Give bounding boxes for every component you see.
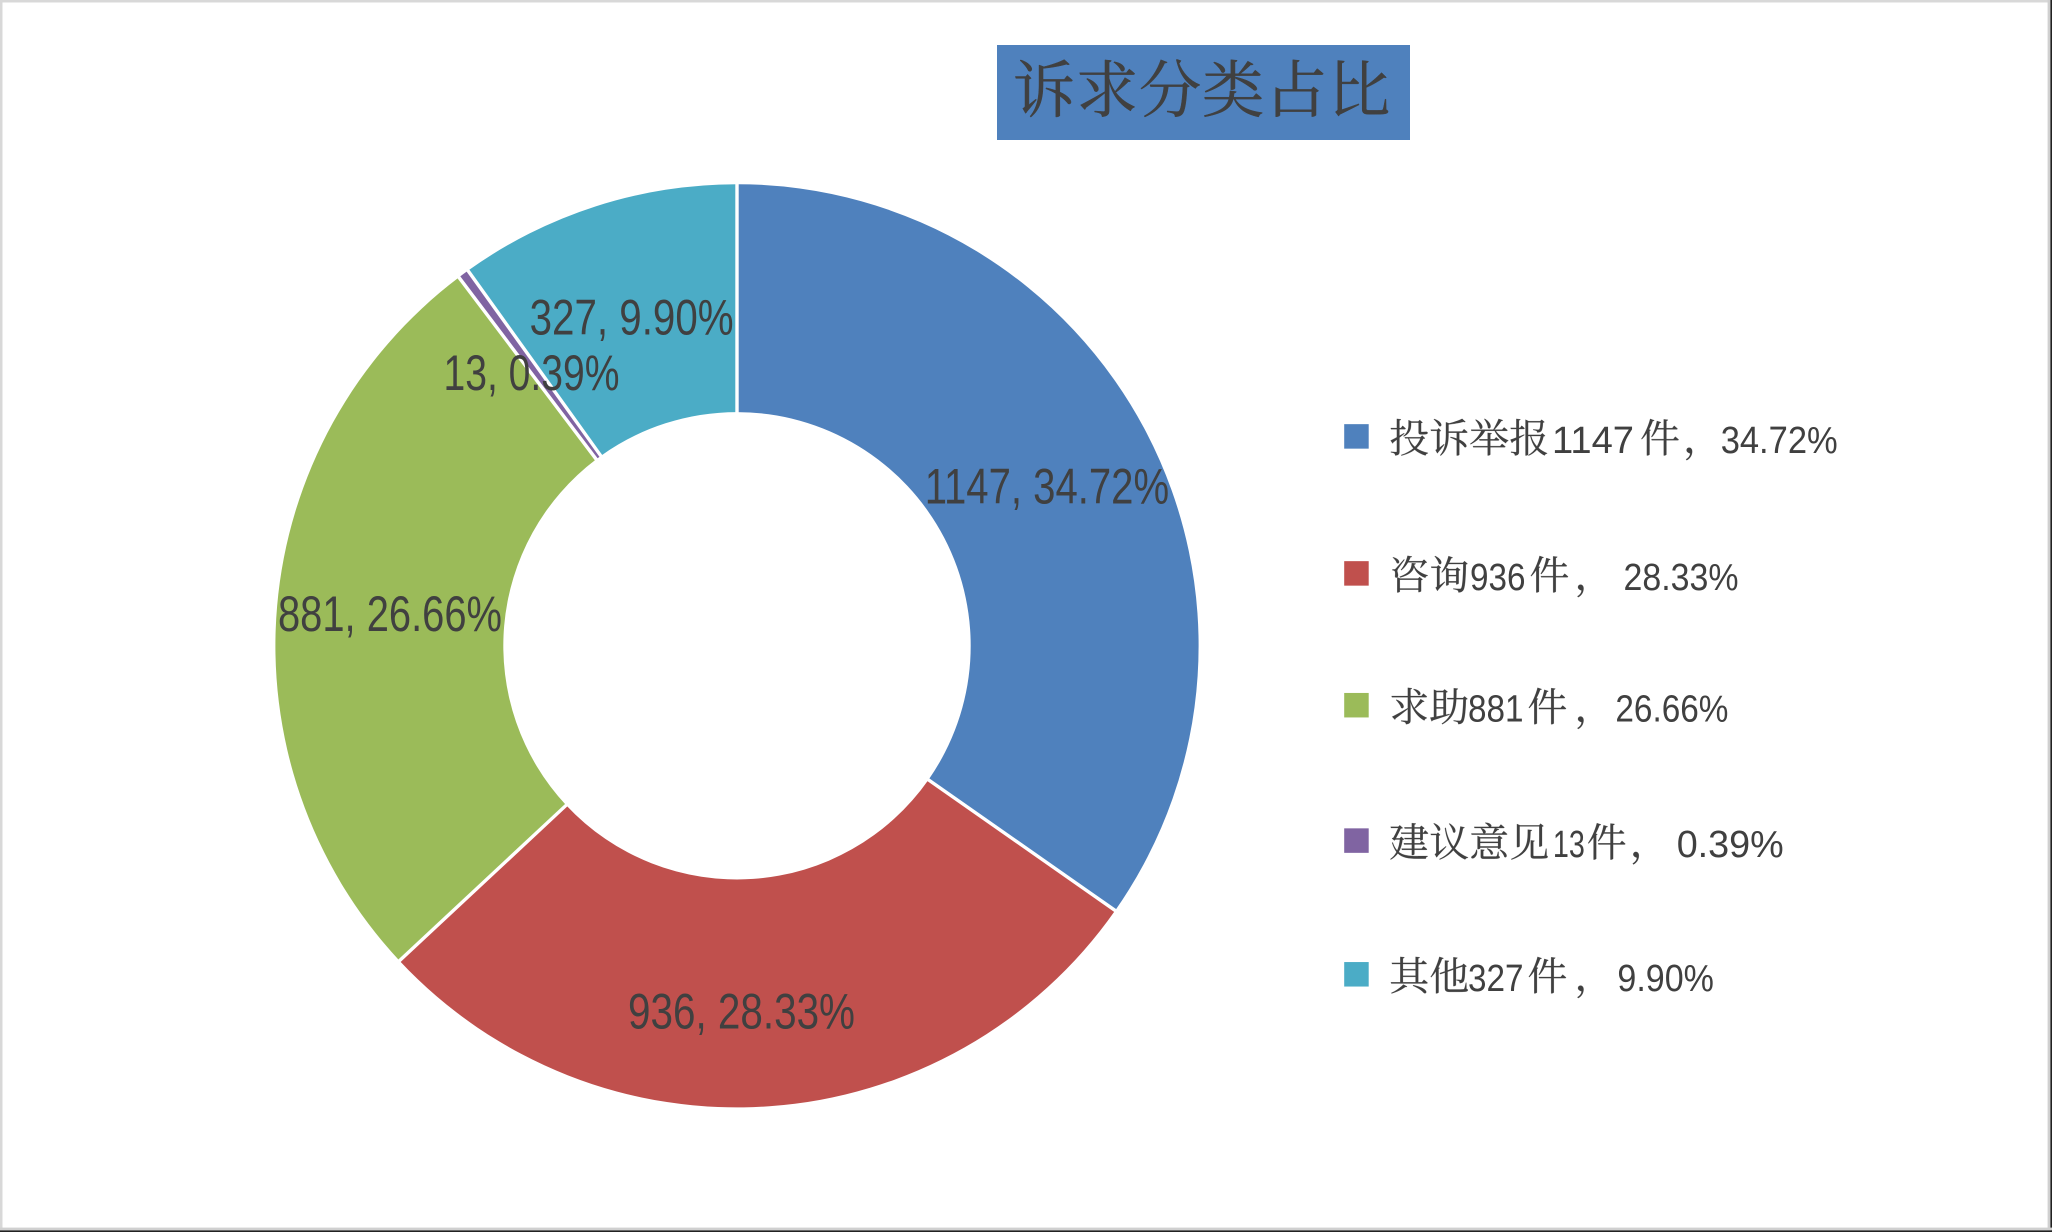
svg-text:34.72%: 34.72% [1721,420,1838,462]
svg-text:9.90%: 9.90% [1617,958,1714,1000]
svg-text:13, 0.39%: 13, 0.39% [444,345,620,401]
svg-text:327, 9.90%: 327, 9.90% [530,290,734,346]
svg-text:881: 881 [1468,689,1524,731]
svg-text:13: 13 [1553,824,1585,866]
svg-text:1147, 34.72%: 1147, 34.72% [925,459,1169,515]
svg-text:936: 936 [1470,557,1526,599]
svg-text:28.33%: 28.33% [1624,557,1739,599]
svg-text:327: 327 [1468,958,1524,1000]
svg-text:1147: 1147 [1552,420,1634,462]
svg-text:26.66%: 26.66% [1615,689,1728,731]
svg-text:936, 28.33%: 936, 28.33% [628,983,855,1039]
svg-text:881, 26.66%: 881, 26.66% [278,586,502,642]
svg-text:0.39%: 0.39% [1677,824,1784,866]
